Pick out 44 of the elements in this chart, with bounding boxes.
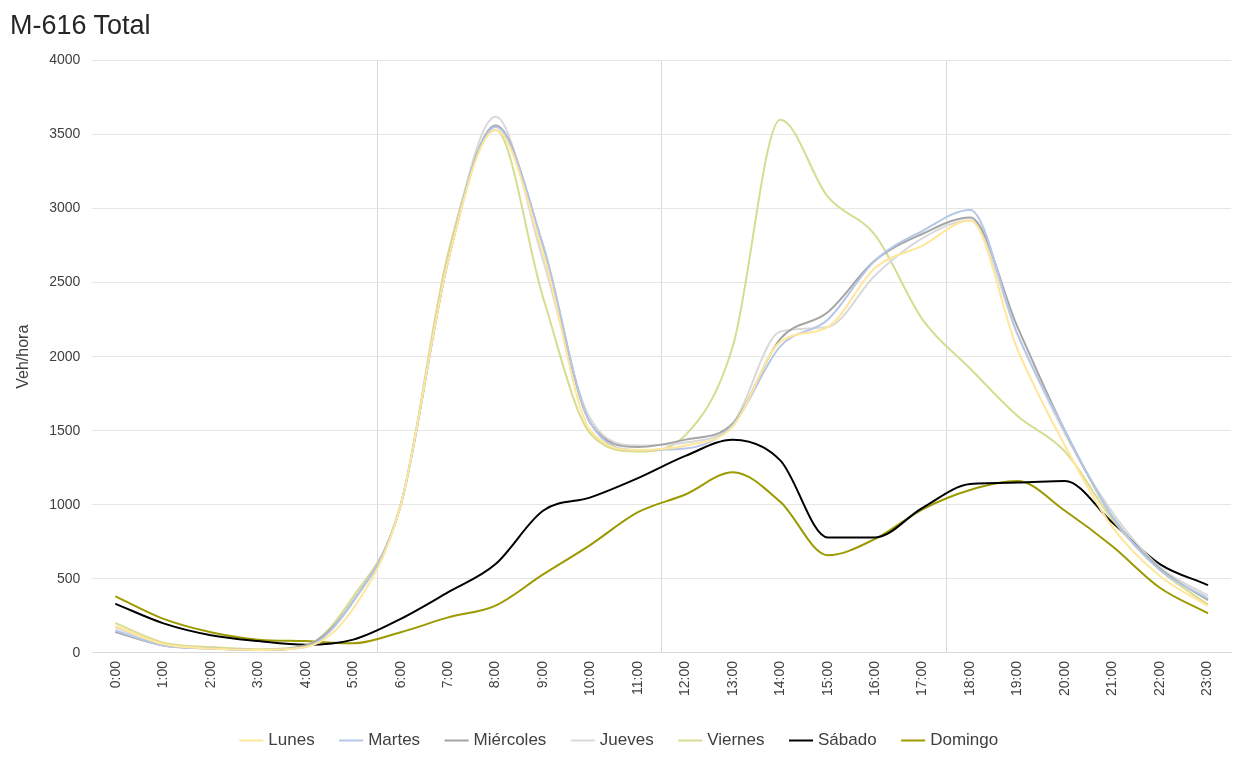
x-tick-label: 21:00 (1103, 660, 1120, 697)
y-tick-label: 500 (56, 569, 81, 586)
x-tick-label: 9:00 (533, 660, 550, 689)
x-tick-label: 16:00 (866, 660, 883, 697)
legend-label: Jueves (599, 730, 654, 750)
y-tick-label: 2000 (49, 347, 81, 364)
x-tick-label: 4:00 (296, 660, 313, 689)
legend-label: Domingo (930, 730, 999, 750)
legend-label: Lunes (268, 730, 315, 750)
x-tick-label: 6:00 (391, 660, 408, 689)
legend-label: Sábado (818, 730, 877, 750)
legend-label: Miércoles (473, 730, 547, 750)
y-tick-label: 1500 (49, 421, 81, 438)
y-tick-label: 0 (72, 643, 81, 660)
x-tick-label: 0:00 (106, 660, 123, 689)
x-tick-label: 3:00 (249, 660, 266, 689)
x-tick-label: 15:00 (818, 660, 835, 697)
line-series (115, 438, 1209, 646)
x-tick-label: 8:00 (486, 660, 503, 689)
x-tick-label: 11:00 (628, 660, 645, 695)
x-tick-label: 1:00 (154, 660, 171, 689)
y-tick-label: 1000 (49, 495, 81, 512)
y-axis-title: Veh/hora (14, 324, 32, 389)
y-tick-label: 2500 (49, 273, 81, 290)
chart-title: M-616 Total (10, 9, 151, 40)
x-tick-label: 12:00 (676, 660, 693, 697)
x-tick-label: 13:00 (723, 660, 740, 697)
legend-label: Martes (368, 730, 421, 750)
x-tick-label: 17:00 (913, 660, 930, 697)
x-tick-label: 10:00 (581, 660, 598, 697)
x-tick-label: 20:00 (1055, 660, 1072, 697)
x-tick-label: 23:00 (1198, 660, 1215, 697)
x-tick-label: 14:00 (771, 660, 788, 697)
line-series (115, 471, 1209, 645)
legend-label: Viernes (707, 730, 765, 750)
x-tick-label: 19:00 (1008, 660, 1025, 697)
x-tick-label: 7:00 (439, 660, 456, 689)
y-tick-label: 3000 (49, 199, 81, 216)
x-tick-label: 2:00 (201, 660, 218, 689)
x-tick-label: 22:00 (1150, 660, 1167, 697)
x-tick-label: 5:00 (344, 660, 361, 689)
y-tick-label: 4000 (49, 51, 81, 68)
x-tick-label: 18:00 (960, 660, 977, 697)
y-tick-label: 3500 (49, 125, 81, 142)
